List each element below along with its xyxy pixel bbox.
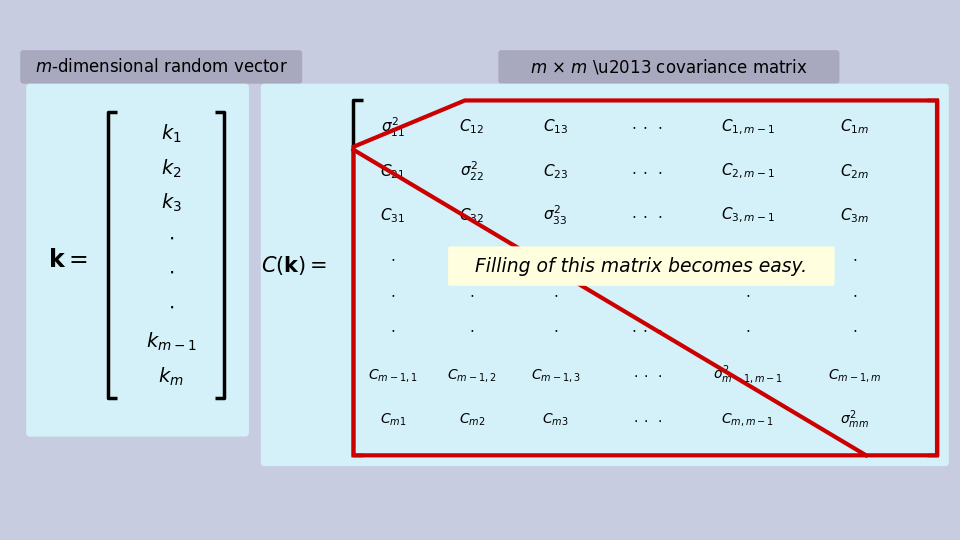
FancyBboxPatch shape — [261, 84, 948, 466]
FancyBboxPatch shape — [20, 50, 302, 84]
FancyBboxPatch shape — [448, 246, 834, 286]
FancyBboxPatch shape — [26, 84, 249, 437]
Text: $C_{1m}$: $C_{1m}$ — [840, 118, 869, 137]
Text: $C_{13}$: $C_{13}$ — [543, 118, 568, 137]
Text: $\cdot$: $\cdot$ — [391, 287, 396, 302]
Text: $C_{m-1,m}$: $C_{m-1,m}$ — [828, 367, 880, 384]
Text: $C_{3m}$: $C_{3m}$ — [840, 206, 869, 225]
Text: $\cdot$: $\cdot$ — [168, 263, 174, 282]
FancyBboxPatch shape — [4, 0, 960, 540]
Text: $C_{m-1,2}$: $C_{m-1,2}$ — [447, 367, 496, 384]
Text: $C_{m-1,1}$: $C_{m-1,1}$ — [369, 367, 418, 384]
Text: $k_m$: $k_m$ — [158, 365, 184, 388]
Text: $\sigma^2_{33}$: $\sigma^2_{33}$ — [543, 204, 567, 227]
Text: $\cdot\;\cdot\;\cdot$: $\cdot\;\cdot\;\cdot$ — [633, 413, 661, 427]
Text: $C_{31}$: $C_{31}$ — [380, 206, 405, 225]
Text: $C_{1,m-1}$: $C_{1,m-1}$ — [721, 117, 775, 137]
Text: $\sigma^2_{mm}$: $\sigma^2_{mm}$ — [840, 409, 869, 431]
Text: $\sigma^2_{11}$: $\sigma^2_{11}$ — [381, 116, 405, 139]
Text: $\cdot$: $\cdot$ — [852, 287, 857, 302]
Text: $\cdot$: $\cdot$ — [391, 251, 396, 266]
Text: $\sigma^2_{22}$: $\sigma^2_{22}$ — [460, 160, 484, 183]
Text: $C_{m-1,3}$: $C_{m-1,3}$ — [531, 367, 581, 384]
Text: $C(\mathbf{k}) =$: $C(\mathbf{k}) =$ — [261, 254, 327, 276]
Text: $C_{12}$: $C_{12}$ — [459, 118, 484, 137]
Text: $C_{21}$: $C_{21}$ — [380, 162, 405, 181]
Text: $C_{2,m-1}$: $C_{2,m-1}$ — [721, 162, 775, 181]
Text: $\cdot$: $\cdot$ — [553, 322, 558, 336]
Text: $\cdot\;\cdot\;\cdot$: $\cdot\;\cdot\;\cdot$ — [631, 208, 663, 223]
Text: $C_{m2}$: $C_{m2}$ — [459, 411, 485, 428]
Text: $\cdot$: $\cdot$ — [168, 298, 174, 316]
Text: $C_{32}$: $C_{32}$ — [459, 206, 484, 225]
Text: $C_{23}$: $C_{23}$ — [543, 162, 568, 181]
Text: $\cdot\;\cdot\;\cdot$: $\cdot\;\cdot\;\cdot$ — [631, 119, 663, 134]
Text: $\cdot$: $\cdot$ — [168, 228, 174, 247]
Text: $m$ $\times$ $m$ \u2013 covariance matrix: $m$ $\times$ $m$ \u2013 covariance matri… — [530, 57, 807, 77]
Text: $\mathbf{k} =$: $\mathbf{k} =$ — [48, 248, 87, 272]
Text: $\cdot$: $\cdot$ — [469, 322, 474, 336]
Text: $\cdot$: $\cdot$ — [391, 322, 396, 336]
Text: $\cdot$: $\cdot$ — [745, 287, 751, 302]
Text: $C_{m3}$: $C_{m3}$ — [542, 411, 569, 428]
Text: $\cdot$: $\cdot$ — [745, 322, 751, 336]
Text: $\cdot\;\cdot\;\cdot$: $\cdot\;\cdot\;\cdot$ — [631, 164, 663, 179]
Text: $k_1$: $k_1$ — [160, 123, 181, 145]
Text: $\cdot$: $\cdot$ — [852, 251, 857, 266]
Text: $\cdot$: $\cdot$ — [553, 287, 558, 302]
Text: $C_{3,m-1}$: $C_{3,m-1}$ — [721, 206, 775, 225]
Text: $\cdot$: $\cdot$ — [469, 287, 474, 302]
Text: $\cdot\;\cdot\;\cdot$: $\cdot\;\cdot\;\cdot$ — [631, 322, 663, 336]
Text: $k_{m-1}$: $k_{m-1}$ — [146, 330, 197, 353]
Text: Filling of this matrix becomes easy.: Filling of this matrix becomes easy. — [475, 256, 807, 275]
Text: $\cdot\;\cdot\;\cdot$: $\cdot\;\cdot\;\cdot$ — [633, 368, 661, 382]
Text: $k_3$: $k_3$ — [160, 192, 181, 214]
Text: $m$-dimensional random vector: $m$-dimensional random vector — [35, 58, 288, 76]
Text: $\sigma^2_{m-1,m-1}$: $\sigma^2_{m-1,m-1}$ — [712, 364, 782, 387]
Text: $C_{m1}$: $C_{m1}$ — [380, 411, 406, 428]
Text: $C_{2m}$: $C_{2m}$ — [840, 162, 869, 181]
Text: $C_{m,m-1}$: $C_{m,m-1}$ — [721, 411, 774, 428]
FancyBboxPatch shape — [498, 50, 839, 84]
Text: $\cdot$: $\cdot$ — [852, 322, 857, 336]
Text: $k_2$: $k_2$ — [161, 158, 181, 180]
